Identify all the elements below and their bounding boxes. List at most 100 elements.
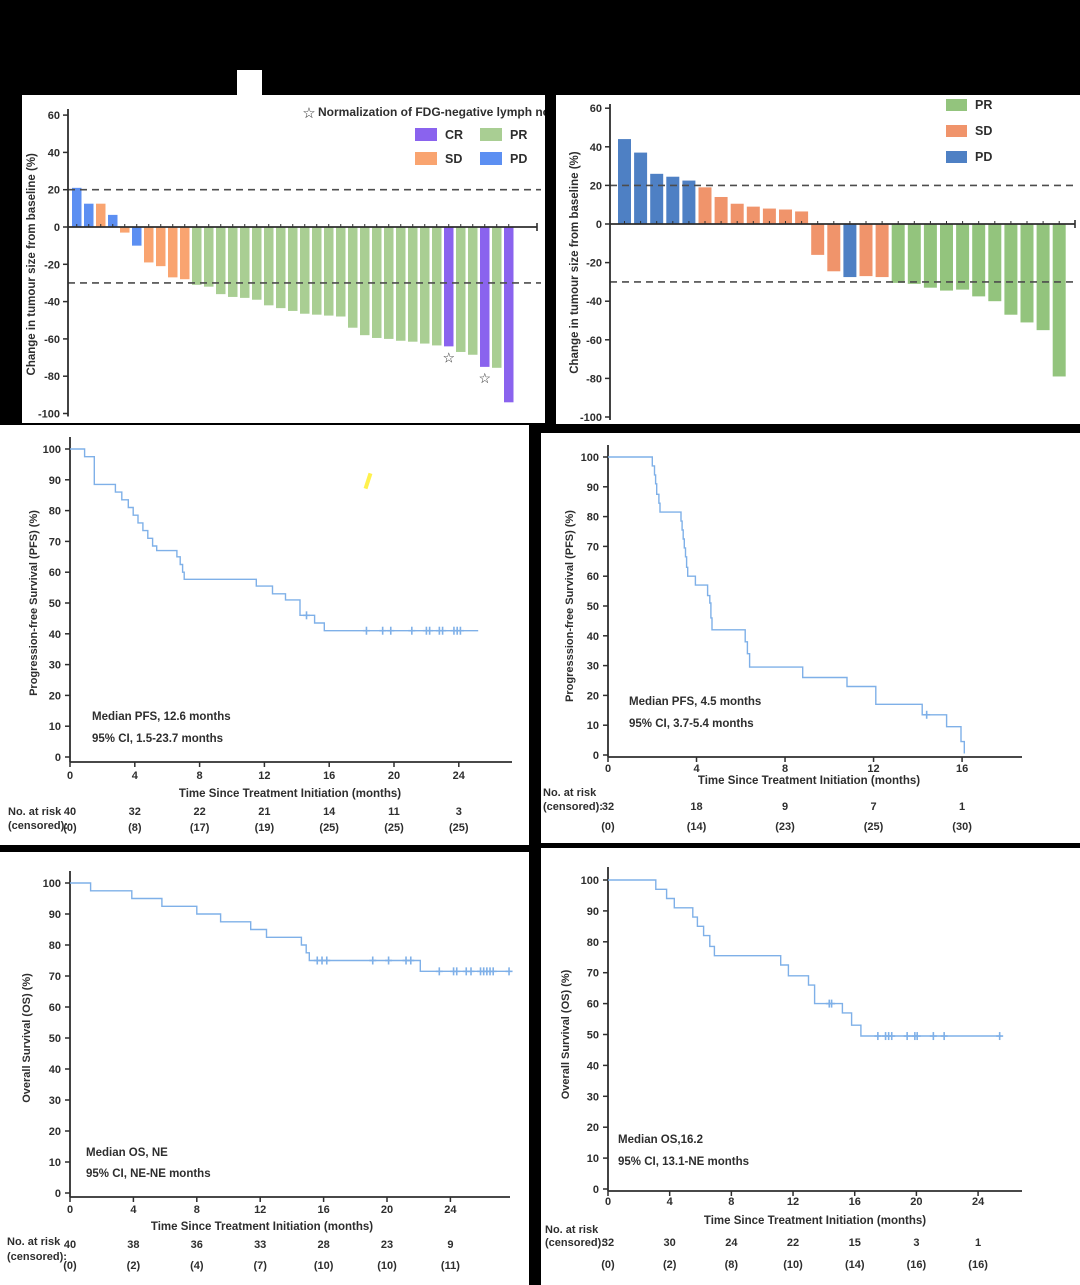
at-risk-count: 18	[690, 801, 702, 813]
x-tick-label: 20	[910, 1196, 922, 1208]
x-tick-label: 20	[381, 1204, 393, 1216]
km-curve	[70, 448, 479, 632]
y-tick-label: 60	[48, 110, 60, 122]
y-tick-label: 50	[49, 1033, 61, 1045]
waterfall-bar	[132, 227, 142, 246]
star-marker: ☆	[442, 349, 455, 365]
y-tick-label: 50	[49, 598, 61, 610]
y-tick-label: 40	[49, 629, 61, 641]
y-tick-label: 10	[587, 1153, 599, 1165]
censored-count: (10)	[377, 1260, 397, 1272]
y-tick-label: -40	[44, 297, 60, 309]
x-tick-label: 16	[956, 763, 968, 775]
y-tick-label: 60	[587, 999, 599, 1011]
y-tick-label: -100	[38, 409, 60, 421]
waterfall-bar	[288, 227, 298, 311]
waterfall-bar	[144, 227, 154, 263]
waterfall-bar	[420, 227, 430, 344]
censored-count: (0)	[63, 822, 77, 834]
censored-count: (10)	[783, 1259, 803, 1271]
waterfall-bar	[504, 227, 514, 403]
x-tick-label: 12	[258, 770, 270, 782]
median-annotation: 95% CI, 1.5-23.7 months	[92, 733, 223, 745]
at-risk-count: 23	[381, 1239, 393, 1251]
os-chart-left: 0 10 20 30 40 50 60 70 80 90 100 0 4 8 12 16 20 24 Overall…	[7, 871, 513, 1272]
waterfall-bar	[972, 224, 986, 297]
y-tick-label: 30	[587, 661, 599, 673]
x-axis-label: Time Since Treatment Initiation (months)	[704, 1215, 926, 1227]
y-tick-label: 100	[43, 878, 61, 890]
waterfall-bar	[228, 227, 238, 297]
waterfall-bar	[762, 208, 776, 224]
censored-count: (7)	[253, 1260, 267, 1272]
x-tick-label: 20	[388, 770, 400, 782]
star-icon: ☆	[302, 105, 315, 122]
y-tick-label: 30	[49, 660, 61, 672]
x-tick-label: 8	[197, 770, 203, 782]
os-panel-left: 0 10 20 30 40 50 60 70 80 90 100 0 4 8 12 16 20 24 Overall…	[0, 852, 529, 1285]
waterfall-bar	[480, 227, 490, 367]
y-axis-label: Change in tumour size from baseline (%)	[26, 153, 38, 376]
at-risk-count: 3	[456, 806, 462, 818]
y-tick-label: 40	[587, 1060, 599, 1072]
waterfall-bar	[907, 224, 921, 284]
censored-count: (8)	[725, 1259, 739, 1271]
x-tick-label: 0	[67, 770, 73, 782]
y-tick-label: 50	[587, 601, 599, 613]
y-tick-label: -80	[44, 371, 60, 383]
y-tick-label: 0	[55, 1188, 61, 1200]
at-risk-count: 32	[602, 801, 614, 813]
waterfall-bar	[72, 187, 82, 227]
waterfall-bar	[156, 227, 166, 267]
legend-label: CR	[445, 128, 463, 142]
censored-count: (16)	[907, 1259, 927, 1271]
waterfall-bar	[108, 214, 118, 227]
x-tick-label: 0	[605, 1196, 611, 1208]
pfs-chart-right: 0 10 20 30 40 50 60 70 80 90 100 0 4 8 12 16 Progresssio…	[543, 445, 1022, 833]
y-tick-label: 40	[587, 631, 599, 643]
at-risk-label: No. at risk	[7, 1236, 61, 1248]
censored-count: (25)	[319, 822, 339, 834]
y-tick-label: 40	[590, 142, 602, 154]
y-tick-label: -40	[586, 296, 602, 308]
censored-count: (17)	[190, 822, 210, 834]
waterfall-panel-right: 60 40 20 0 -20 -40 -60 -80 -100 Change in tumour …	[556, 95, 1080, 424]
censored-count: (8)	[128, 822, 142, 834]
y-tick-label: 20	[587, 1122, 599, 1134]
y-tick-label: 20	[48, 185, 60, 197]
waterfall-bar	[96, 203, 106, 227]
median-annotation: 95% CI, 13.1-NE months	[618, 1156, 749, 1168]
at-risk-count: 22	[787, 1237, 799, 1249]
y-tick-label: 90	[49, 909, 61, 921]
waterfall-bar	[240, 227, 250, 298]
x-tick-label: 24	[453, 770, 466, 782]
waterfall-bar	[168, 227, 178, 278]
y-tick-label: 0	[593, 750, 599, 762]
at-risk-count: 21	[258, 806, 270, 818]
at-risk-count: 33	[254, 1239, 266, 1251]
x-tick-label: 0	[605, 763, 611, 775]
y-tick-label: 100	[581, 875, 599, 887]
censored-label: (censored):	[8, 820, 68, 832]
y-tick-label: 70	[49, 536, 61, 548]
censored-label: (censored):	[7, 1251, 67, 1263]
km-curve	[608, 879, 1002, 1037]
median-annotation: Median PFS, 12.6 months	[92, 711, 231, 723]
censored-count: (4)	[190, 1260, 204, 1272]
at-risk-count: 14	[323, 806, 336, 818]
waterfall-bar	[1052, 224, 1066, 377]
waterfall-bar	[811, 224, 825, 255]
waterfall-bar	[634, 152, 648, 224]
waterfall-bar	[1004, 224, 1018, 315]
waterfall-bar	[746, 206, 760, 224]
x-axis-label: Time Since Treatment Initiation (months)	[151, 1221, 373, 1233]
y-tick-label: 40	[48, 147, 60, 159]
y-tick-label: 20	[590, 180, 602, 192]
legend-swatch	[415, 128, 437, 141]
y-tick-label: 60	[49, 567, 61, 579]
at-risk-count: 1	[975, 1237, 981, 1249]
censored-count: (2)	[663, 1259, 677, 1271]
censored-count: (16)	[968, 1259, 988, 1271]
y-tick-label: 40	[49, 1064, 61, 1076]
